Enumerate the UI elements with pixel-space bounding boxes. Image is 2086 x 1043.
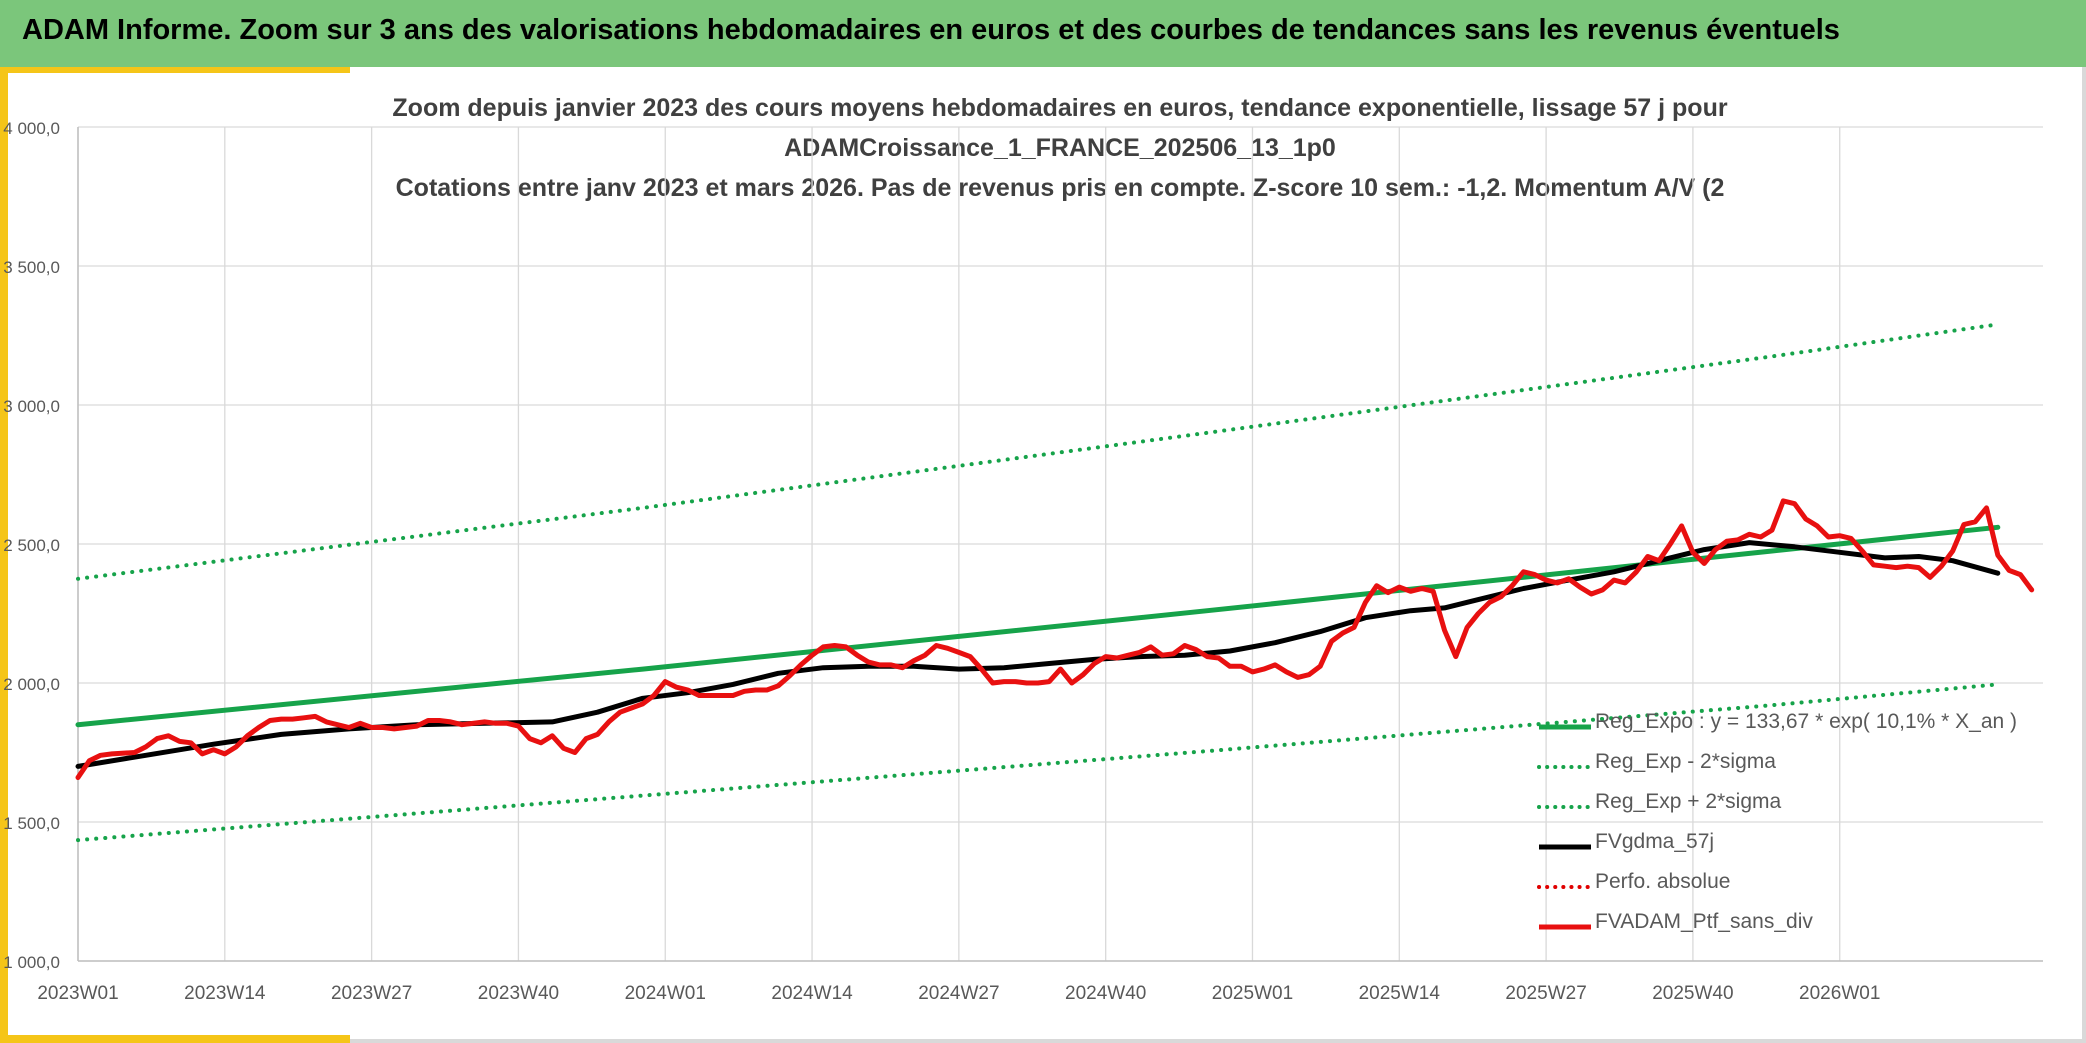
legend-item: FVgdma_57j — [1535, 828, 2055, 868]
chart-axes: 1 000,0 1 500,0 2 000,0 2 500,0 3 000,0 3 500… — [3, 119, 2043, 1004]
y-tick-label: 1 500,0 — [3, 814, 60, 833]
accent-border-left — [0, 67, 8, 1043]
y-tick-label: 3 000,0 — [3, 397, 60, 416]
page-title: ADAM Informe. Zoom sur 3 ans des valoris… — [22, 14, 1840, 46]
accent-border-bottom — [0, 1035, 350, 1043]
legend-item: Reg_Exp - 2*sigma — [1535, 748, 2055, 788]
x-tick-label: 2024W01 — [625, 983, 706, 1004]
y-tick-label: 1 000,0 — [3, 953, 60, 972]
x-tick-label: 2026W01 — [1799, 983, 1880, 1004]
x-tick-label: 2025W27 — [1505, 983, 1586, 1004]
legend-item: FVADAM_Ptf_sans_div — [1535, 908, 2055, 948]
series-line-0 — [75, 524, 2001, 728]
x-tick-label: 2025W40 — [1652, 983, 1733, 1004]
x-tick-label: 2025W14 — [1359, 983, 1441, 1004]
series-line-5 — [75, 498, 2035, 780]
legend-label: FVADAM_Ptf_sans_div — [1595, 910, 1813, 933]
x-tick-label: 2025W01 — [1212, 983, 1293, 1004]
series-line-1 — [76, 682, 2000, 843]
legend-label: Reg_Exp - 2*sigma — [1595, 750, 1776, 773]
y-tick-label: 2 000,0 — [3, 675, 60, 694]
accent-border-top — [0, 67, 350, 73]
x-tick-label: 2023W14 — [184, 983, 266, 1004]
x-tick-label: 2024W27 — [918, 983, 999, 1004]
y-tick-label: 4 000,0 — [3, 119, 60, 138]
y-tick-label: 3 500,0 — [3, 258, 60, 277]
legend-label: Reg_Expo : y = 133,67 * exp( 10,1% * X_a… — [1595, 710, 2018, 733]
x-tick-label: 2024W40 — [1065, 983, 1146, 1004]
x-tick-label: 2023W40 — [478, 983, 559, 1004]
legend-label: Perfo. absolue — [1595, 870, 1731, 893]
legend-label: Reg_Exp + 2*sigma — [1595, 790, 1782, 813]
y-tick-label: 2 500,0 — [3, 536, 60, 555]
legend-item: Perfo. absolue — [1535, 868, 2055, 908]
frame-border-bottom — [350, 1039, 2086, 1043]
legend-item: Reg_Exp + 2*sigma — [1535, 788, 2055, 828]
x-tick-label: 2023W27 — [331, 983, 412, 1004]
frame-border-right — [2082, 67, 2086, 1043]
x-tick-label: 2023W01 — [37, 983, 118, 1004]
chart-title-line: Cotations entre janv 2023 et mars 2026. … — [395, 174, 1725, 202]
legend-item: Reg_Expo : y = 133,67 * exp( 10,1% * X_a… — [1535, 708, 2055, 748]
series-line-2 — [76, 322, 2000, 581]
chart-series — [75, 322, 2035, 843]
legend-label: FVgdma_57j — [1595, 830, 1715, 853]
x-tick-label: 2024W14 — [771, 983, 853, 1004]
header-bar: ADAM Informe. Zoom sur 3 ans des valoris… — [0, 0, 2086, 67]
chart-title-line: Zoom depuis janvier 2023 des cours moyen… — [392, 94, 1728, 122]
chart-title-line: ADAMCroissance_1_FRANCE_202506_13_1p0 — [784, 134, 1336, 162]
chart-title: Zoom depuis janvier 2023 des cours moyen… — [300, 88, 1820, 208]
